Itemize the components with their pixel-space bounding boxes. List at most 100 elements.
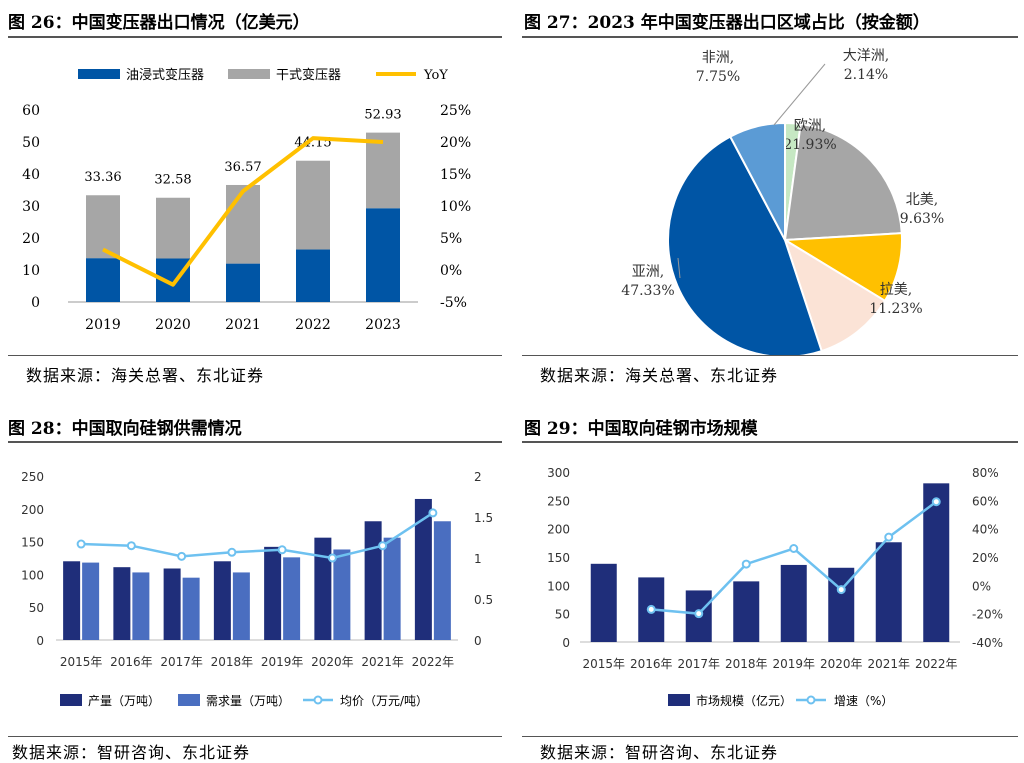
bar-output-2020年 — [314, 537, 332, 640]
legend-swatch-0 — [78, 69, 120, 79]
y-tick-label: 100 — [21, 568, 44, 582]
pie-label-value-5: 7.75% — [696, 69, 740, 85]
pie-label-value-0: 2.14% — [844, 67, 888, 83]
growth-point-1 — [694, 609, 704, 619]
bar-output-2021年 — [364, 521, 382, 640]
price-point-0 — [76, 539, 86, 549]
x-tick-label: 2022年 — [915, 657, 958, 671]
bar-demand-2017年 — [182, 577, 200, 640]
legend-label-market: 市场规模（亿元） — [696, 693, 792, 708]
bar-oil-2022 — [296, 249, 330, 302]
fig29-bottom-rule — [522, 736, 1018, 737]
pie-label-value-3: 11.23% — [869, 301, 922, 317]
pie-slice-3 — [783, 237, 887, 353]
y-tick-label: 150 — [547, 551, 570, 565]
bar-dry-2022 — [296, 160, 330, 250]
y-tick-label: 250 — [547, 494, 570, 508]
y2-tick-label: 60% — [972, 494, 999, 508]
fig27-title: 图 27：2023 年中国变压器出口区域占比（按金额） — [524, 13, 930, 33]
bar-dry-2021 — [226, 184, 260, 264]
legend-swatch-market — [668, 694, 690, 706]
bar-market-2015年 — [590, 563, 617, 642]
y-tick-label: 300 — [547, 466, 570, 480]
bar-output-2017年 — [163, 568, 181, 640]
x-tick-label: 2019年 — [772, 657, 815, 671]
y2-tick-label: 0% — [972, 579, 991, 593]
bar-demand-2020年 — [333, 549, 351, 640]
fig26-title: 图 26：中国变压器出口情况（亿美元） — [8, 13, 310, 33]
y-tick-label: 50 — [555, 608, 570, 622]
pie-label-name-0: 大洋洲, — [843, 48, 889, 64]
growth-point-5 — [884, 532, 894, 542]
y2-tick-label: 1 — [474, 552, 482, 566]
x-tick-label: 2019年 — [261, 655, 304, 669]
y-tick-label: 200 — [21, 503, 44, 517]
y-tick-label: 50 — [22, 135, 40, 151]
y2-tick-label: 1.5 — [474, 511, 493, 525]
y-tick-label: 50 — [29, 601, 44, 615]
price-line — [81, 511, 434, 560]
bar-demand-2018年 — [232, 572, 250, 640]
x-tick-label: 2022 — [295, 317, 331, 333]
bar-market-2021年 — [875, 542, 902, 642]
fig26-source: 数据来源：海关总署、东北证券 — [26, 366, 265, 385]
x-tick-label: 2016年 — [630, 657, 673, 671]
yoy-line — [102, 136, 384, 287]
x-tick-label: 2021年 — [361, 655, 404, 669]
x-tick-label: 2015年 — [582, 657, 625, 671]
bar-oil-2023 — [366, 208, 400, 302]
x-tick-label: 2017年 — [677, 657, 720, 671]
y2-tick-label: -20% — [972, 608, 1003, 622]
bar-output-2018年 — [213, 561, 231, 640]
fig28-top-rule — [8, 441, 502, 443]
legend-label-price: 均价（万元/吨） — [340, 694, 428, 708]
fig29-title: 图 29：中国取向硅钢市场规模 — [524, 419, 758, 439]
fig26-bottom-rule — [8, 355, 502, 356]
bar-dry-2019 — [86, 195, 120, 259]
y2-tick-label: 10% — [440, 199, 471, 215]
legend-label-growth: 增速（%） — [834, 694, 893, 708]
fig27-top-rule — [522, 36, 1018, 38]
y-tick-label: 0 — [31, 295, 40, 311]
y2-tick-label: 80% — [972, 466, 999, 480]
legend-label-demand: 需求量（万吨） — [206, 694, 290, 708]
pie-label-name-1: 欧洲, — [794, 118, 826, 134]
legend-swatch-demand — [178, 694, 200, 706]
x-tick-label: 2017年 — [160, 655, 203, 669]
pie-label-value-4: 47.33% — [621, 283, 674, 299]
growth-point-4 — [836, 585, 846, 595]
pie-slice-1 — [783, 122, 903, 242]
price-point-4 — [277, 545, 287, 555]
bar-output-2022年 — [414, 498, 432, 640]
y2-tick-label: 5% — [440, 231, 462, 247]
pie-leader-asia — [677, 257, 681, 279]
x-tick-label: 2020 — [155, 317, 191, 333]
y-tick-label: 30 — [22, 199, 40, 215]
y2-tick-label: -40% — [972, 636, 1003, 650]
fig28-title: 图 28：中国取向硅钢供需情况 — [8, 419, 242, 439]
y2-tick-label: 0 — [474, 634, 482, 648]
x-tick-label: 2021年 — [867, 657, 910, 671]
price-point-3 — [227, 547, 237, 557]
total-label-2021: 36.57 — [224, 160, 261, 175]
x-tick-label: 2020年 — [820, 657, 863, 671]
y2-tick-label: 15% — [440, 167, 471, 183]
y-tick-label: 0 — [36, 634, 44, 648]
bar-demand-2022年 — [433, 521, 451, 640]
bar-output-2019年 — [264, 546, 282, 640]
fig26-top-rule — [8, 36, 502, 38]
pie-label-name-4: 亚洲, — [632, 264, 664, 280]
y2-tick-label: 40% — [972, 523, 999, 537]
y-tick-label: 40 — [22, 167, 40, 183]
bar-demand-2021年 — [383, 537, 401, 640]
bar-market-2019年 — [780, 564, 807, 642]
growth-point-0 — [646, 604, 656, 614]
pie-label-name-5: 非洲, — [702, 50, 734, 66]
legend-label-0: 油浸式变压器 — [126, 67, 204, 83]
pie-label-name-3: 拉美, — [880, 282, 912, 298]
bar-dry-2023 — [366, 132, 400, 209]
price-point-5 — [327, 553, 337, 563]
fig29-chart: 0 50 100 150 200 250 300 -40% -20% 0% 20% 40% 60% 80%… — [547, 466, 1003, 708]
pie-leader-oceania — [773, 63, 826, 126]
fig28-source: 数据来源：智研咨询、东北证券 — [12, 743, 251, 762]
